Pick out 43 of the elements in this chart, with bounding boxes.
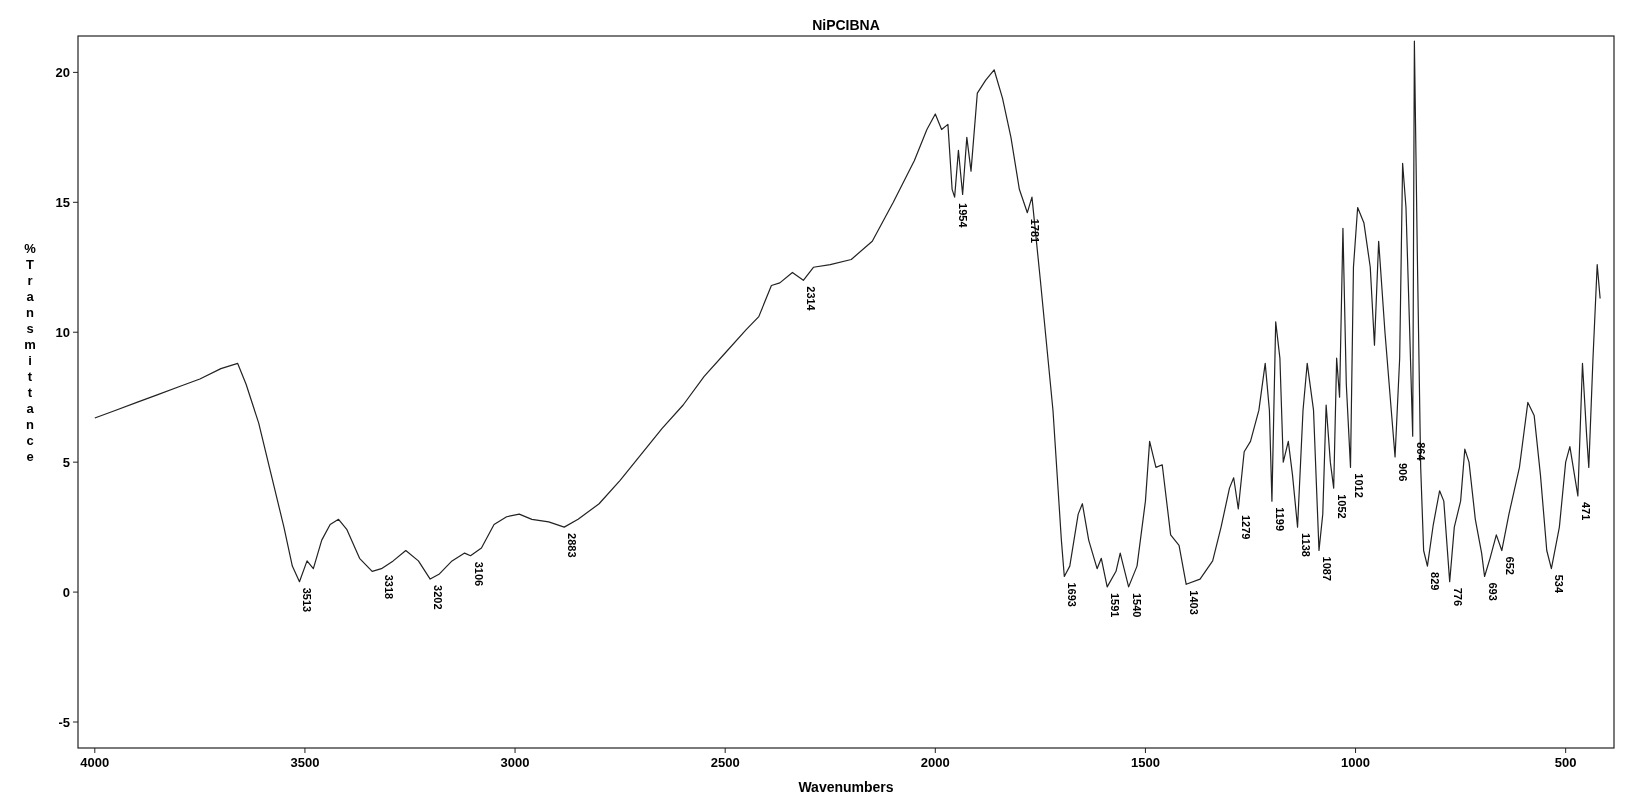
annotation: 1279	[1240, 514, 1253, 540]
y-tick-label: 20	[55, 65, 70, 81]
y-tick-label: 10	[55, 325, 70, 341]
annotation: 906	[1397, 462, 1410, 482]
x-tick-label: 3500	[290, 755, 320, 770]
x-axis-title: Wavenumbers	[798, 779, 894, 795]
annotation: 652	[1503, 556, 1516, 575]
text: %Transmittance	[24, 241, 36, 464]
x-tick-label: 2500	[710, 755, 740, 770]
annotation: 776	[1451, 587, 1464, 607]
annotation: 1781	[1029, 218, 1042, 244]
annotation: 1693	[1066, 582, 1079, 607]
annotation: 3202	[432, 585, 445, 610]
annotation: 2314	[805, 286, 818, 312]
chart-title: NiPCIBNA	[812, 17, 880, 33]
annotation: 534	[1553, 574, 1566, 594]
x-tick-label: 1500	[1130, 755, 1160, 770]
annotation: 1591	[1109, 592, 1122, 618]
y-tick-label: -5	[58, 715, 70, 731]
annotation: 1138	[1299, 533, 1312, 557]
annotation: 1954	[956, 203, 969, 229]
annotation: 1199	[1273, 507, 1286, 532]
annotation: 3513	[301, 587, 314, 613]
annotation: 1087	[1320, 556, 1333, 581]
annotation: 693	[1486, 582, 1499, 601]
x-tick-label: 3000	[500, 755, 530, 770]
x-tick-label: 500	[1554, 755, 1577, 770]
annotation: 471	[1579, 501, 1592, 521]
y-tick-label: 5	[62, 455, 70, 471]
annotation: 864	[1414, 442, 1427, 462]
annotation: 1052	[1335, 494, 1348, 519]
annotation: 2883	[566, 533, 579, 558]
annotation: 3106	[472, 561, 485, 587]
y-tick-label: 0	[62, 585, 70, 601]
annotation: 1403	[1188, 590, 1201, 615]
x-tick-label: 4000	[80, 755, 110, 770]
x-tick-label: 1000	[1341, 755, 1371, 770]
annotation: 829	[1429, 572, 1442, 591]
annotation: 3318	[383, 574, 396, 600]
annotation: 1540	[1130, 592, 1143, 618]
x-tick-label: 2000	[920, 755, 950, 770]
annotation: 1012	[1352, 473, 1365, 498]
y-tick-label: 15	[55, 195, 70, 211]
